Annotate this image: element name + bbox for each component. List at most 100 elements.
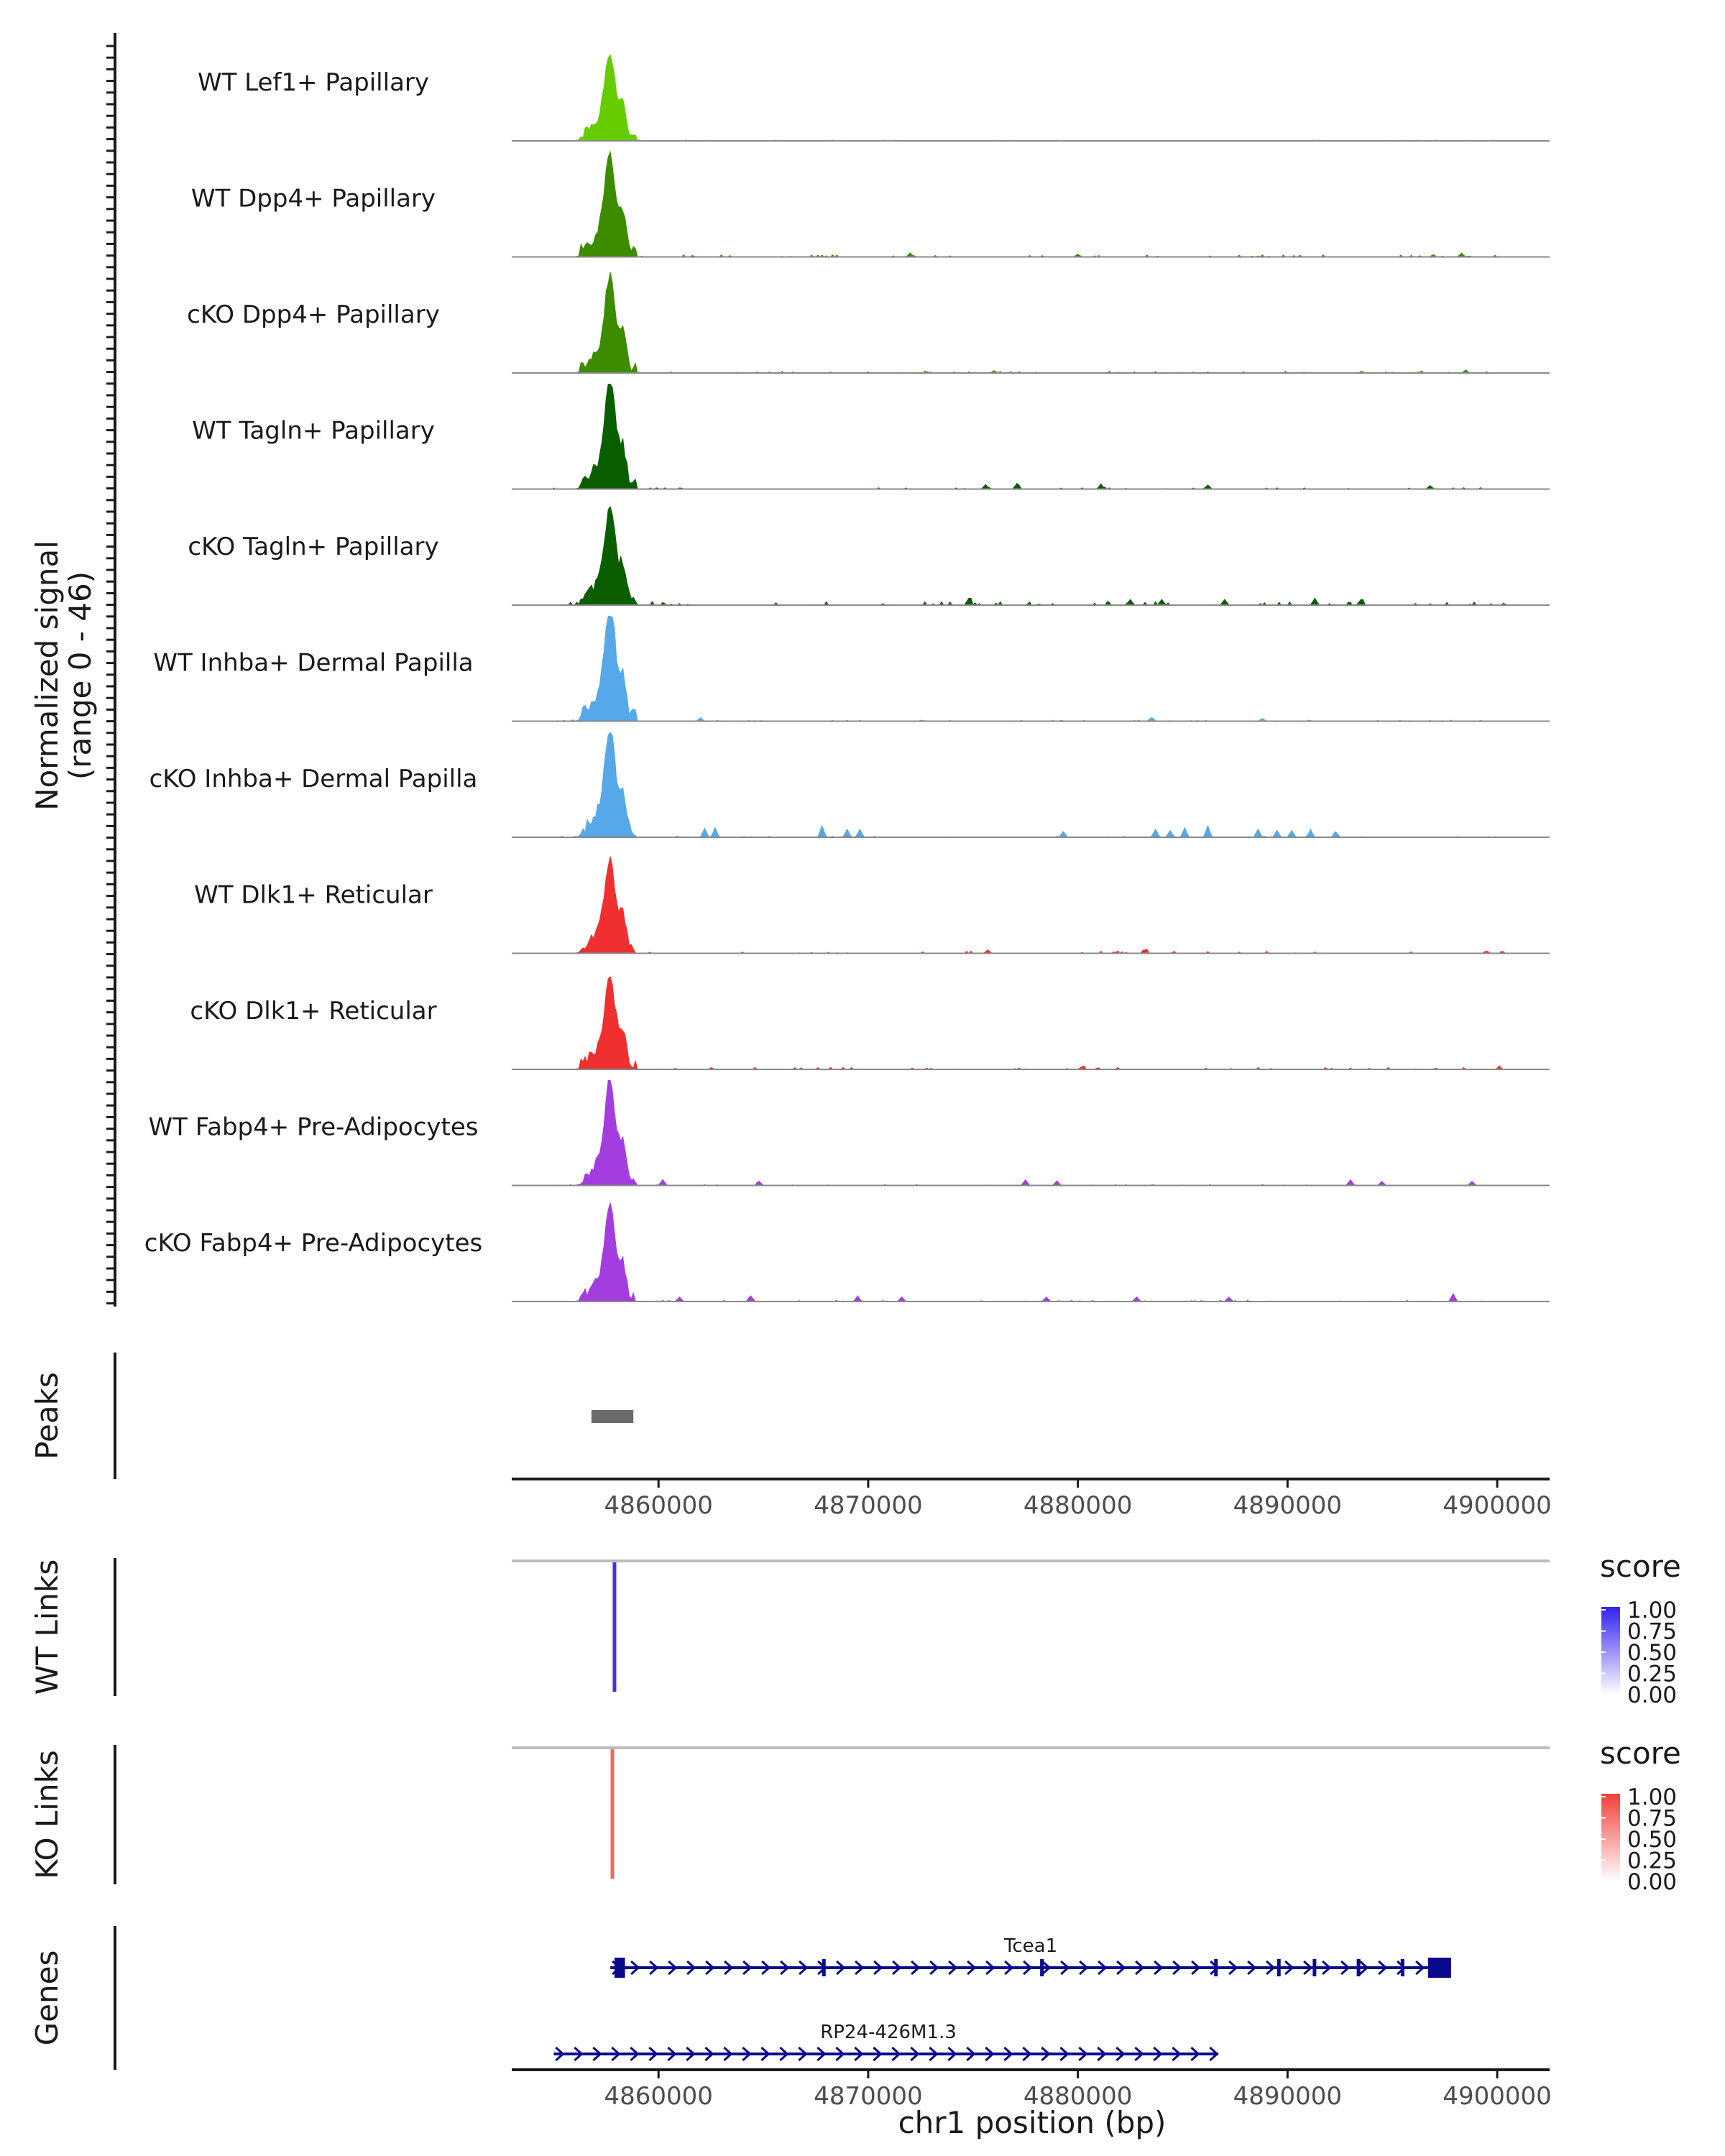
strand-arrow (630, 2046, 640, 2062)
coverage-area (553, 54, 1508, 142)
coverage-area (553, 856, 1508, 954)
x-tick-label: 4860000 (604, 2082, 712, 2111)
x-tick-label: 4900000 (1443, 2082, 1551, 2111)
gene-name: RP24-426M1.3 (820, 2022, 957, 2043)
score-legend-2: score 1.000.750.500.250.00 (1600, 1736, 1681, 1895)
strand-arrow (1172, 1960, 1182, 1976)
strand-arrow (742, 2046, 752, 2062)
coverage-track-5: cKO Tagln+ Papillary (188, 505, 1550, 606)
track-label: cKO Inhba+ Dermal Papilla (150, 765, 478, 793)
strand-arrow (742, 1960, 753, 1976)
y-axis-title: Normalized signal (29, 540, 65, 811)
strand-arrow (1097, 2046, 1107, 2062)
gene-2: RP24-426M1.3 (553, 2022, 1219, 2062)
links-title: WT Links (29, 1560, 65, 1695)
strand-arrow (966, 2046, 976, 2062)
strand-arrow (1059, 2046, 1070, 2062)
strand-arrow (1154, 1960, 1164, 1976)
x-tick-label: 4890000 (1233, 2082, 1342, 2111)
coverage-track-1: WT Lef1+ Papillary (198, 54, 1550, 142)
exon (822, 1959, 826, 1976)
strand-arrow (1378, 1960, 1388, 1976)
strand-arrow (1135, 1960, 1145, 1976)
strand-arrow (668, 1960, 678, 1976)
legend-title: score (1600, 1736, 1681, 1771)
coverage-area (553, 505, 1508, 606)
x-axis-title: chr1 position (bp) (898, 2105, 1167, 2140)
strand-arrow (1079, 1960, 1089, 1976)
track-label: WT Tagln+ Papillary (192, 417, 435, 446)
exon (1040, 1959, 1044, 1976)
coverage-track-8: WT Dlk1+ Reticular (194, 856, 1550, 954)
strand-arrow (779, 2046, 789, 2062)
strand-arrow (705, 1960, 715, 1976)
strand-arrow (648, 2046, 658, 2062)
strand-arrow (1340, 1960, 1351, 1976)
strand-arrow (967, 1960, 977, 1976)
genes-title: Genes (29, 1950, 65, 2046)
strand-arrow (873, 2046, 883, 2062)
strand-arrow (910, 2046, 920, 2062)
x-tick-label: 4880000 (1024, 2082, 1132, 2111)
genes-track: Genes Tcea1 RP24-426M1.3 (29, 1926, 1451, 2070)
strand-arrow (1004, 1960, 1014, 1976)
coverage-track-11: cKO Fabp4+ Pre-Adipocytes (144, 1202, 1550, 1302)
strand-arrow (1397, 1960, 1407, 1976)
coverage-track-3: cKO Dpp4+ Papillary (187, 272, 1550, 374)
legend-title: score (1600, 1549, 1681, 1584)
peaks-title: Peaks (29, 1372, 65, 1460)
links-track-2: KO Links (29, 1745, 1550, 1884)
track-label: cKO Dpp4+ Papillary (187, 300, 440, 329)
strand-arrow (891, 2046, 901, 2062)
coverage-area (553, 1202, 1508, 1302)
legend-tick-label: 0.25 (1627, 1662, 1677, 1687)
legend-colorbar (1601, 1607, 1620, 1695)
exon (614, 1958, 625, 1978)
strand-arrow (592, 2046, 602, 2062)
track-label: WT Inhba+ Dermal Papilla (153, 649, 473, 678)
peak-region (591, 1410, 634, 1423)
x-tick-label: 4880000 (1024, 1491, 1132, 1520)
exon (1356, 1959, 1361, 1976)
strand-arrow (1041, 1960, 1052, 1976)
strand-arrow (816, 2046, 827, 2062)
strand-arrow (835, 2046, 845, 2062)
strand-arrow (1359, 1960, 1369, 1976)
strand-arrow (667, 2046, 677, 2062)
track-label: WT Dpp4+ Papillary (191, 185, 436, 213)
coverage-area (553, 272, 1508, 374)
score-legend-1: score 1.000.750.500.250.00 (1600, 1549, 1681, 1708)
exon (1276, 1959, 1281, 1976)
coverage-area (553, 616, 1508, 722)
strand-arrow (686, 2046, 696, 2062)
x-tick-label: 4900000 (1443, 1491, 1551, 1520)
gene-1: Tcea1 (610, 1935, 1451, 1978)
strand-arrow (1172, 2046, 1182, 2062)
legend-tick-label: 0.00 (1627, 1869, 1677, 1895)
strand-arrow (1116, 2046, 1126, 2062)
strand-arrow (1209, 2046, 1219, 2062)
strand-arrow (1266, 1960, 1276, 1976)
legend-tick-label: 0.75 (1627, 1806, 1677, 1832)
legend-colorbar (1601, 1794, 1620, 1881)
strand-arrow (1228, 1960, 1238, 1976)
coverage-track-4: WT Tagln+ Papillary (192, 384, 1550, 490)
strand-arrow (985, 1960, 995, 1976)
strand-arrow (686, 1960, 696, 1976)
x-tick-label: 4890000 (1233, 1491, 1342, 1520)
strand-arrow (1078, 2046, 1088, 2062)
strand-arrow (892, 1960, 902, 1976)
exon (1400, 1959, 1404, 1976)
strand-arrow (723, 2046, 733, 2062)
strand-arrow (1415, 1960, 1425, 1976)
legend-tick-label: 0.00 (1627, 1682, 1677, 1708)
coverage-track-2: WT Dpp4+ Papillary (191, 150, 1550, 258)
strand-arrow (1003, 2046, 1013, 2062)
strand-arrow (649, 1960, 659, 1976)
strand-arrow (798, 2046, 808, 2062)
strand-arrow (630, 1960, 640, 1976)
strand-arrow (1060, 1960, 1070, 1976)
legend-tick-label: 0.75 (1627, 1619, 1677, 1645)
legend-tick-label: 1.00 (1627, 1598, 1677, 1623)
